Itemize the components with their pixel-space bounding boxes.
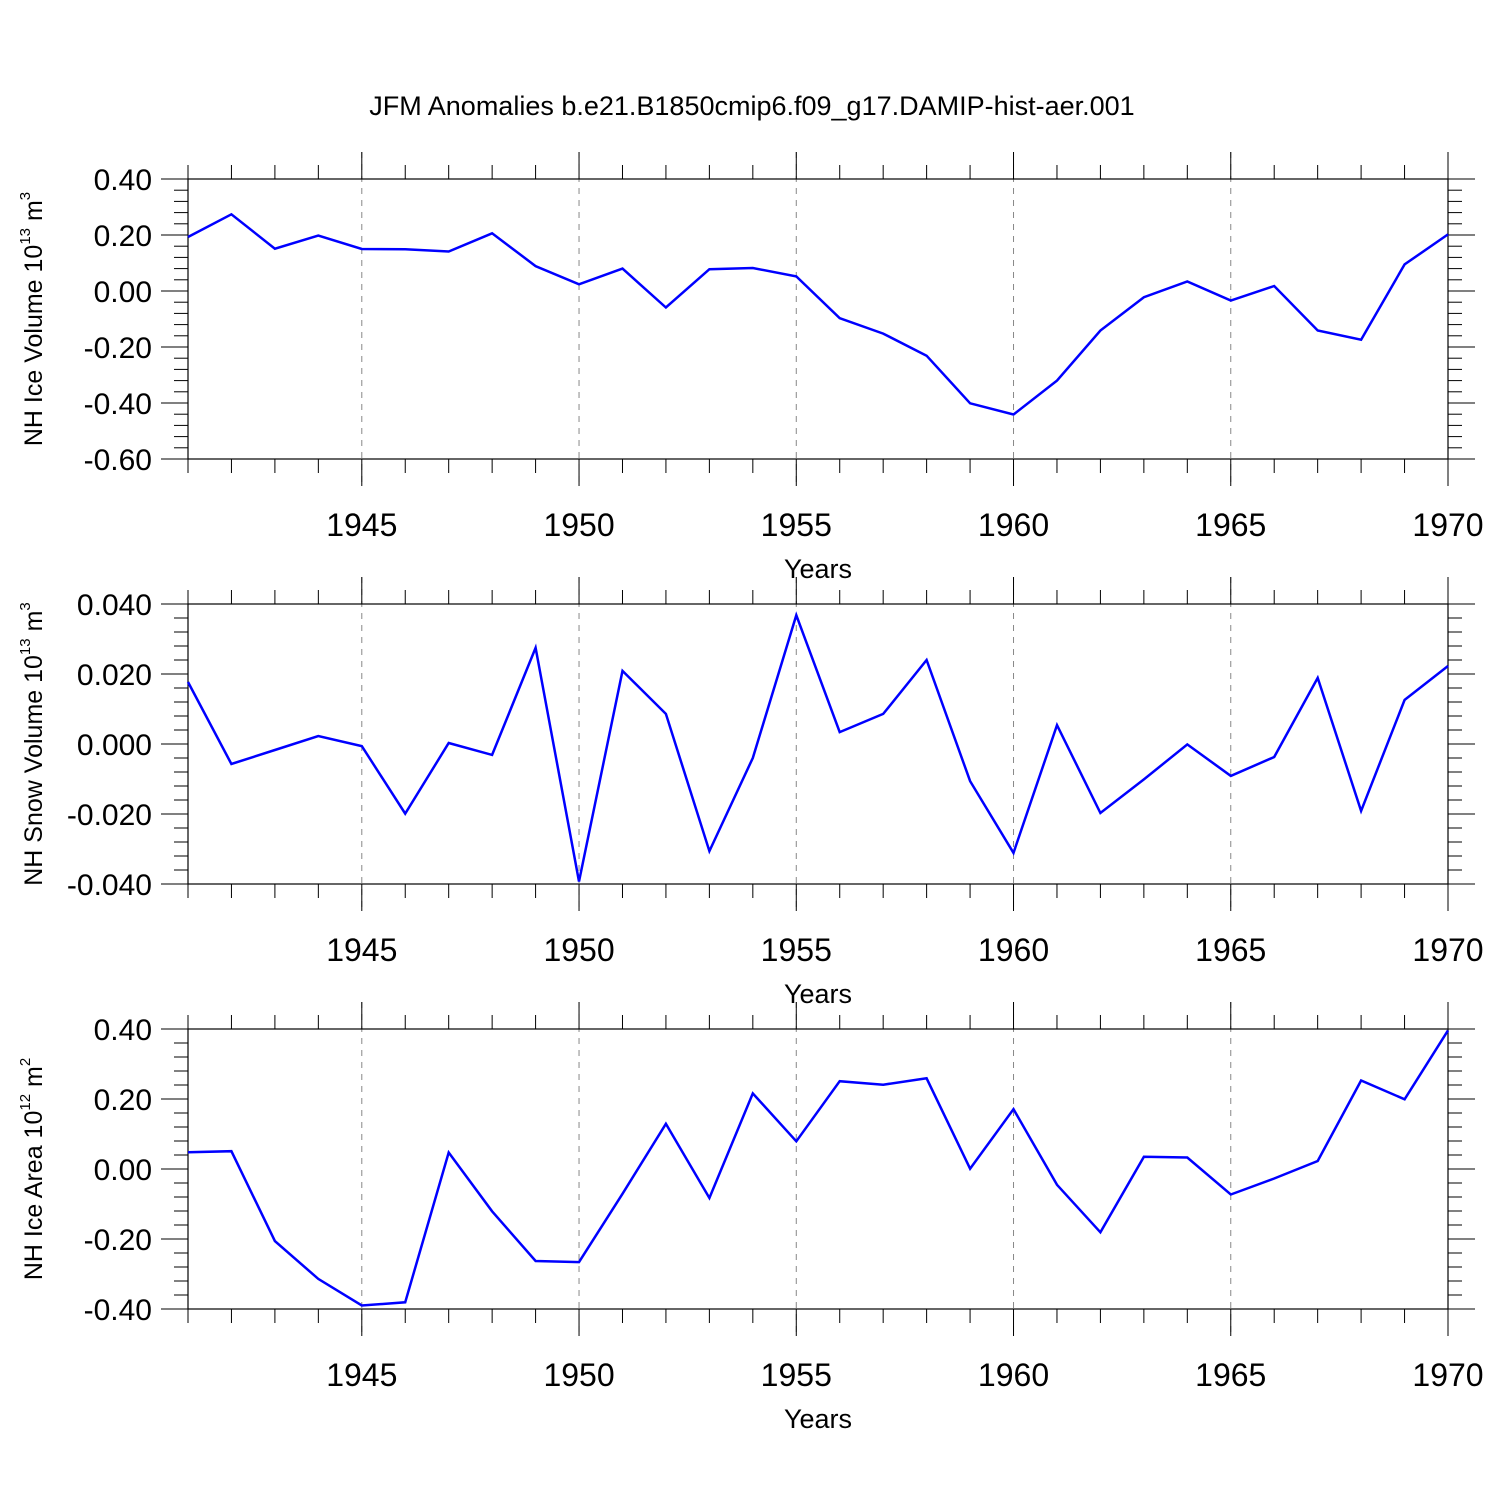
y-tick-label: 0.00 (94, 276, 152, 309)
x-tick-label: 1970 (1412, 932, 1483, 968)
y-axis-label: NH Ice Volume 1013 m3 (17, 192, 48, 446)
y-tick-label: 0.020 (77, 659, 152, 692)
y-tick-label: 0.20 (94, 220, 152, 253)
series-line (187, 1029, 1450, 1307)
y-tick-label: 0.20 (94, 1084, 152, 1117)
x-tick-label: 1945 (326, 507, 397, 543)
x-tick-label: 1960 (978, 1357, 1049, 1393)
y-tick-label: -0.40 (84, 388, 152, 421)
x-axis-label: Years (784, 979, 852, 1009)
y-tick-label: -0.020 (67, 799, 152, 832)
y-tick-label: -0.20 (84, 1224, 152, 1257)
figure-title: JFM Anomalies b.e21.B1850cmip6.f09_g17.D… (369, 91, 1134, 121)
y-tick-label: -0.040 (67, 869, 152, 902)
x-tick-label: 1955 (761, 932, 832, 968)
y-tick-label: 0.040 (77, 589, 152, 622)
x-tick-label: 1960 (978, 507, 1049, 543)
y-tick-label: 0.40 (94, 1014, 152, 1047)
x-tick-label: 1950 (543, 1357, 614, 1393)
plot-frame (187, 603, 1449, 885)
y-axis-label-superscript: 3 (17, 192, 34, 200)
y-axis-label-superscript: 13 (17, 638, 34, 655)
y-axis-label-superscript: 12 (17, 1094, 34, 1111)
x-axis-label: Years (784, 554, 852, 584)
y-tick-label: -0.60 (84, 444, 152, 477)
y-axis-label-superscript: 2 (17, 1058, 34, 1066)
y-axis-label: NH Snow Volume 1013 m3 (17, 602, 48, 886)
x-tick-label: 1950 (543, 507, 614, 543)
x-tick-label: 1970 (1412, 507, 1483, 543)
y-axis-label-text: NH Snow Volume 10 (20, 655, 48, 886)
y-axis-label-superscript: 3 (17, 602, 34, 610)
x-tick-label: 1970 (1412, 1357, 1483, 1393)
y-axis-label-text: NH Ice Volume 10 (20, 245, 48, 447)
panel-3: 0.40 0.20 0.00 -0.20 -0.40 1945 1950 1955 1960 19… (17, 1002, 1484, 1434)
x-tick-label: 1955 (761, 507, 832, 543)
y-tick-label: 0.00 (94, 1154, 152, 1187)
x-axis-label: Years (784, 1404, 852, 1434)
panel-1: 0.40 0.20 0.00 -0.20 -0.40 -0.60 1945 1950 1955 1… (17, 152, 1484, 584)
y-axis-label-text: m (20, 1066, 48, 1094)
series-line (186, 611, 1449, 882)
y-axis-label-superscript: 13 (17, 228, 34, 245)
y-axis-label-text: NH Ice Area 10 (20, 1111, 48, 1281)
plot-frame (187, 178, 1449, 460)
series-line (187, 212, 1449, 416)
x-tick-label: 1965 (1195, 507, 1266, 543)
x-tick-label: 1965 (1195, 932, 1266, 968)
y-axis-label: NH Ice Area 1012 m2 (17, 1058, 48, 1280)
x-tick-label: 1965 (1195, 1357, 1266, 1393)
y-axis-label-text: m (20, 200, 48, 228)
x-tick-label: 1950 (543, 932, 614, 968)
panels: 0.40 0.20 0.00 -0.20 -0.40 -0.60 1945 1950 1955 1… (17, 152, 1484, 1434)
plot-frame (187, 1028, 1449, 1310)
panel-2: 0.040 0.020 0.000 -0.020 -0.040 1945 1950 1955 1… (17, 577, 1484, 1009)
x-tick-label: 1945 (326, 1357, 397, 1393)
x-tick-label: 1945 (326, 932, 397, 968)
y-axis-label-text: m (20, 611, 48, 639)
y-tick-label: -0.20 (84, 332, 152, 365)
x-tick-label: 1955 (761, 1357, 832, 1393)
y-tick-label: 0.000 (77, 729, 152, 762)
y-tick-label: -0.40 (84, 1294, 152, 1327)
y-tick-label: 0.40 (94, 164, 152, 197)
x-tick-label: 1960 (978, 932, 1049, 968)
